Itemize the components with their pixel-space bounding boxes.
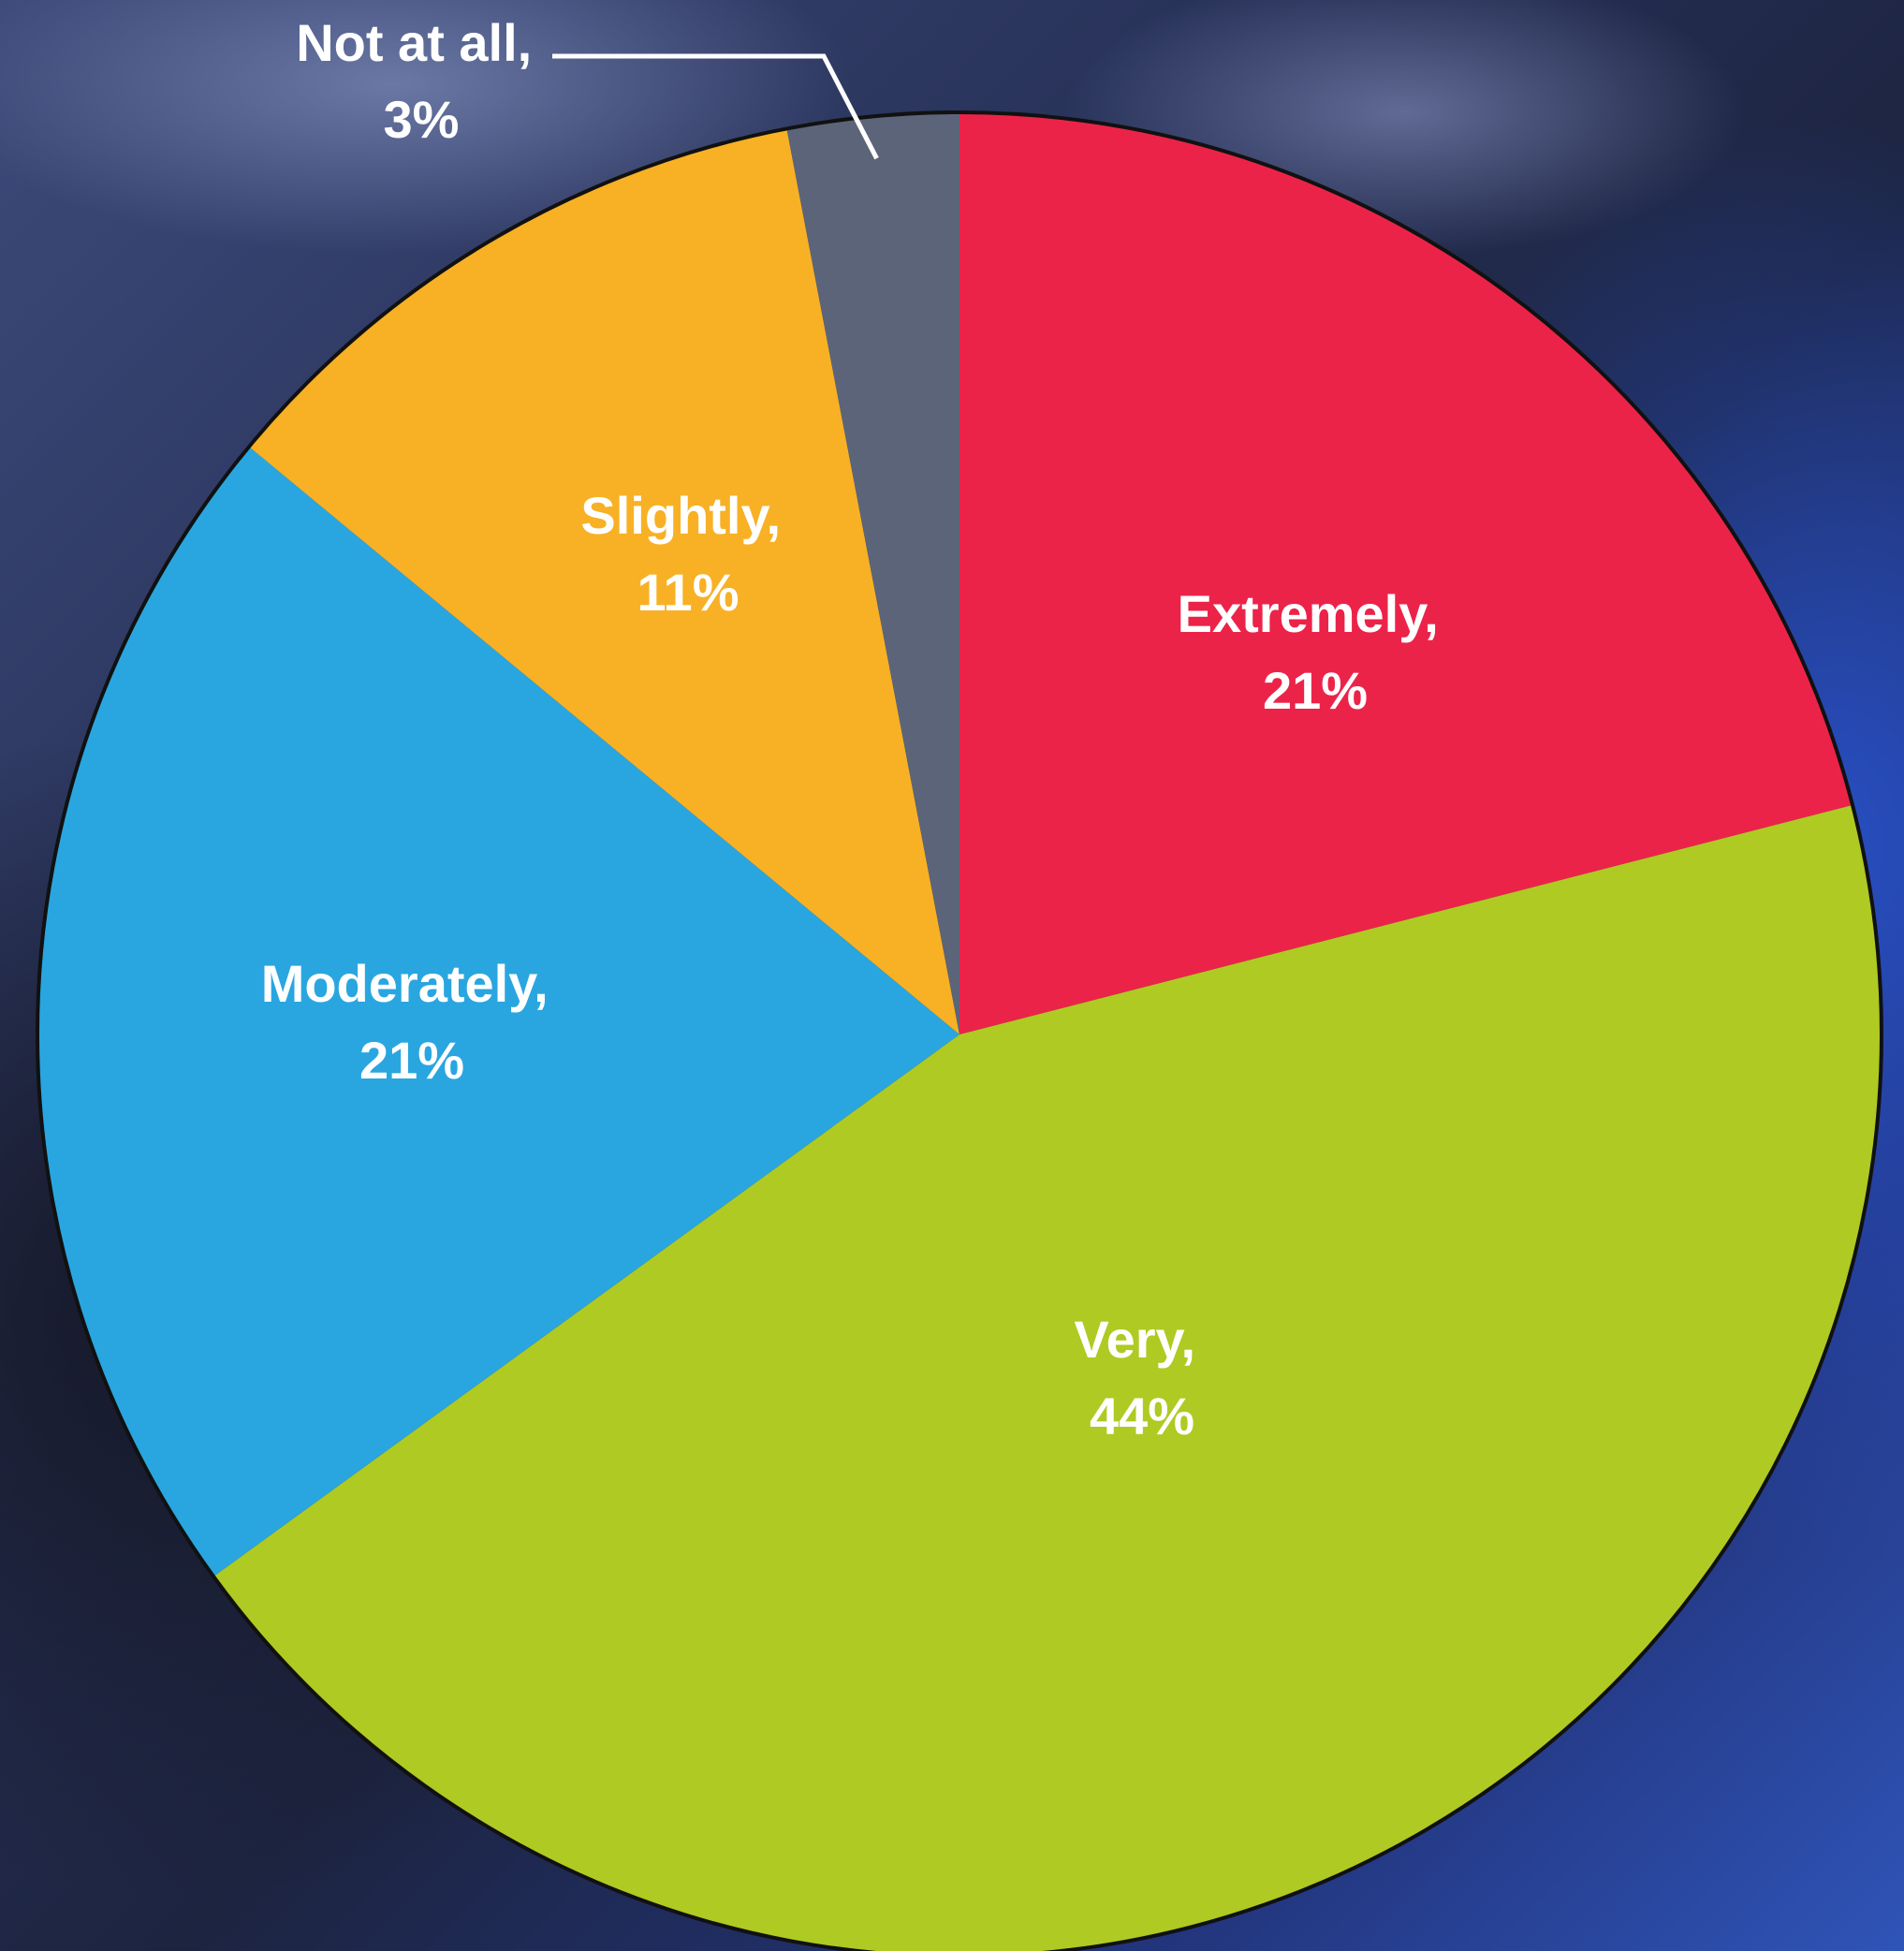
slice-label-extremely: Extremely, 21% xyxy=(1178,584,1454,720)
slice-label-extremely-name: Extremely, xyxy=(1178,584,1439,643)
slice-label-very-value: 44% xyxy=(1090,1386,1194,1445)
not-at-all-leader-line xyxy=(552,53,879,160)
slice-label-moderately-name: Moderately, xyxy=(261,954,549,1013)
slice-label-not-at-all: Not at all, 3% xyxy=(296,13,547,149)
slice-label-slightly-name: Slightly, xyxy=(580,486,781,545)
slice-label-very-name: Very, xyxy=(1074,1310,1195,1369)
pie-slices xyxy=(37,112,1882,1951)
slice-label-moderately-value: 21% xyxy=(359,1031,464,1090)
slice-label-extremely-value: 21% xyxy=(1263,661,1368,720)
slice-label-moderately: Moderately, 21% xyxy=(261,954,564,1090)
slice-label-very: Very, 44% xyxy=(1074,1310,1209,1445)
slice-label-not-at-all-value: 3% xyxy=(384,90,460,149)
pie-slice-not-at-all xyxy=(786,112,959,1034)
slice-label-not-at-all-name: Not at all, xyxy=(296,13,532,72)
pie-slice-extremely xyxy=(959,112,1853,1034)
slice-label-slightly-value: 11% xyxy=(637,563,740,622)
pie-outline xyxy=(36,110,1883,1951)
pie-slice-slightly xyxy=(249,128,960,1035)
pie-slice-moderately xyxy=(37,447,960,1577)
pie-slice-very xyxy=(213,805,1882,1951)
slice-label-slightly: Slightly, 11% xyxy=(580,486,795,622)
